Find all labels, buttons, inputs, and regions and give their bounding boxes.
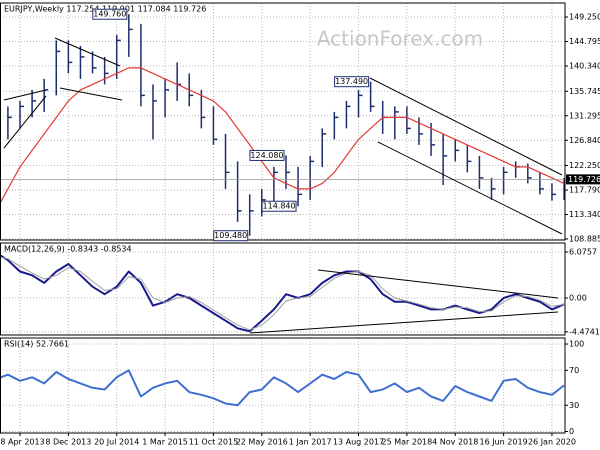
y-tick-label: 126.840	[569, 136, 600, 145]
annotation-box	[334, 76, 370, 88]
last-price-box	[566, 174, 600, 185]
y-tick-label: 100	[569, 340, 584, 349]
y-tick-label: 6.0757	[569, 248, 597, 257]
y-tick-label: 140.340	[569, 62, 600, 71]
x-tick-label: 22 May 2016	[236, 438, 288, 447]
rsi-title: RSI(14) 52.7661	[4, 340, 69, 349]
annotation-box	[213, 230, 249, 242]
x-tick-label: 1 Mar 2015	[142, 438, 188, 447]
annotation-box	[261, 200, 297, 212]
x-tick-label: 8 Dec 2013	[45, 438, 91, 447]
series-line	[0, 369, 565, 407]
x-tick-label: 11 Oct 2015	[189, 438, 238, 447]
y-tick-label: 122.250	[569, 161, 600, 170]
panel-border	[0, 2, 566, 241]
y-tick-label: 149.250	[569, 13, 600, 22]
trendlines	[3, 37, 563, 334]
y-tick-label: 113.340	[569, 210, 600, 219]
panel-border	[0, 242, 566, 336]
annotation: 109.480	[214, 231, 247, 240]
trendline	[377, 141, 563, 235]
x-tick-label: 16 Jun 2019	[480, 438, 528, 447]
annotation: 114.840	[263, 202, 296, 211]
watermark: ActionForex.com	[317, 27, 483, 51]
rsi-panel	[0, 338, 565, 433]
trendline	[3, 89, 47, 101]
y-tick-label: 131.295	[569, 111, 600, 120]
series-line	[0, 254, 565, 333]
annotation-box	[249, 149, 285, 161]
x-tick-label: 1 Jan 2017	[289, 438, 332, 447]
annotation: 124.080	[250, 151, 283, 160]
y-tick-label: 70	[569, 366, 579, 375]
trendline	[249, 311, 559, 334]
annotation: 137.490	[335, 77, 368, 86]
x-tick-label: 13 Aug 2017	[333, 438, 384, 447]
series-line	[0, 67, 565, 205]
last-price-label: 119.726	[568, 175, 600, 184]
price-panel	[0, 3, 565, 240]
x-tick-label: 25 Mar 2018	[382, 438, 433, 447]
macd-title: MACD(12,26,9) -0.8343 -0.8534	[4, 245, 132, 254]
y-tick-label: 108.885	[569, 234, 600, 243]
x-tick-label: 26 Jan 2020	[528, 438, 576, 447]
y-tick-label: 135.745	[569, 87, 600, 96]
annotation-box	[92, 8, 128, 20]
y-tick-label: 144.795	[569, 37, 600, 46]
y-tick-label: 0	[569, 427, 574, 436]
trendline	[369, 77, 563, 176]
y-tick-label: 117.790	[569, 186, 600, 195]
panel-border	[0, 337, 566, 434]
trendline	[3, 95, 47, 149]
trendline	[59, 87, 123, 101]
x-tick-label: 28 Apr 2013	[0, 438, 45, 447]
series-line	[0, 256, 565, 331]
trendline	[317, 269, 559, 299]
macd-panel	[0, 243, 565, 335]
annotation: 149.760	[93, 10, 126, 19]
x-tick-label: 20 Jul 2014	[94, 438, 139, 447]
y-tick-label: -4.4741	[569, 327, 600, 336]
y-tick-label: 30	[569, 401, 579, 410]
y-tick-label: 0.00	[569, 294, 587, 303]
trendline	[54, 37, 121, 67]
x-tick-label: 4 Nov 2018	[432, 438, 478, 447]
